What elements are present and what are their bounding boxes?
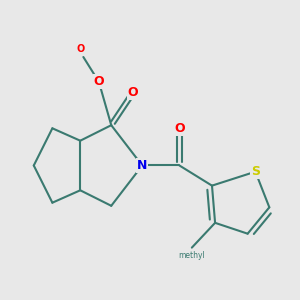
Text: O: O [76,44,84,54]
Text: O: O [174,122,185,135]
Text: O: O [128,86,138,99]
Text: methyl: methyl [178,251,205,260]
Text: S: S [251,165,260,178]
Text: N: N [137,159,147,172]
Text: O: O [94,75,104,88]
